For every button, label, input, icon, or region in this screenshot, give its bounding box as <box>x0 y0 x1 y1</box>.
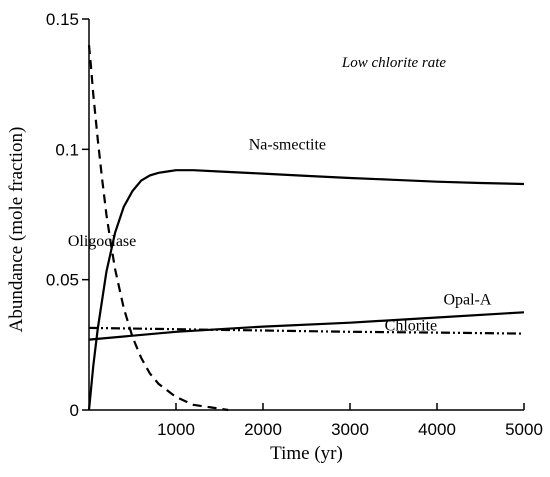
x-tick-label: 4000 <box>418 420 456 439</box>
series-label: Opal-A <box>443 291 491 308</box>
x-tick-label: 1000 <box>157 420 195 439</box>
series-label: Chlorite <box>385 317 437 334</box>
series-line-na-smectite <box>89 170 524 410</box>
series-label: Oligoclase <box>68 233 136 250</box>
y-axis-title: Abundance (mole fraction) <box>6 127 27 333</box>
series-line-opal-a <box>89 312 524 339</box>
x-tick-label: 3000 <box>331 420 369 439</box>
axes <box>89 19 524 410</box>
chart-annotation: Low chlorite rate <box>341 55 447 71</box>
y-axis-ticks: 0 0.05 0.1 0.15 <box>46 10 89 420</box>
series-line-oligoclase <box>89 45 228 410</box>
x-tick-label: 5000 <box>505 420 543 439</box>
series-labels: Na-smectite Oligoclase Opal-A Chlorite <box>68 136 492 334</box>
series-label: Na-smectite <box>249 136 326 153</box>
y-tick-label: 0.15 <box>46 10 79 29</box>
series-lines <box>89 45 524 410</box>
y-tick-label: 0.1 <box>55 140 79 159</box>
x-tick-label: 2000 <box>244 420 282 439</box>
x-axis-title: Time (yr) <box>270 443 343 464</box>
y-tick-label: 0.05 <box>46 271 79 290</box>
y-tick-label: 0 <box>70 401 79 420</box>
